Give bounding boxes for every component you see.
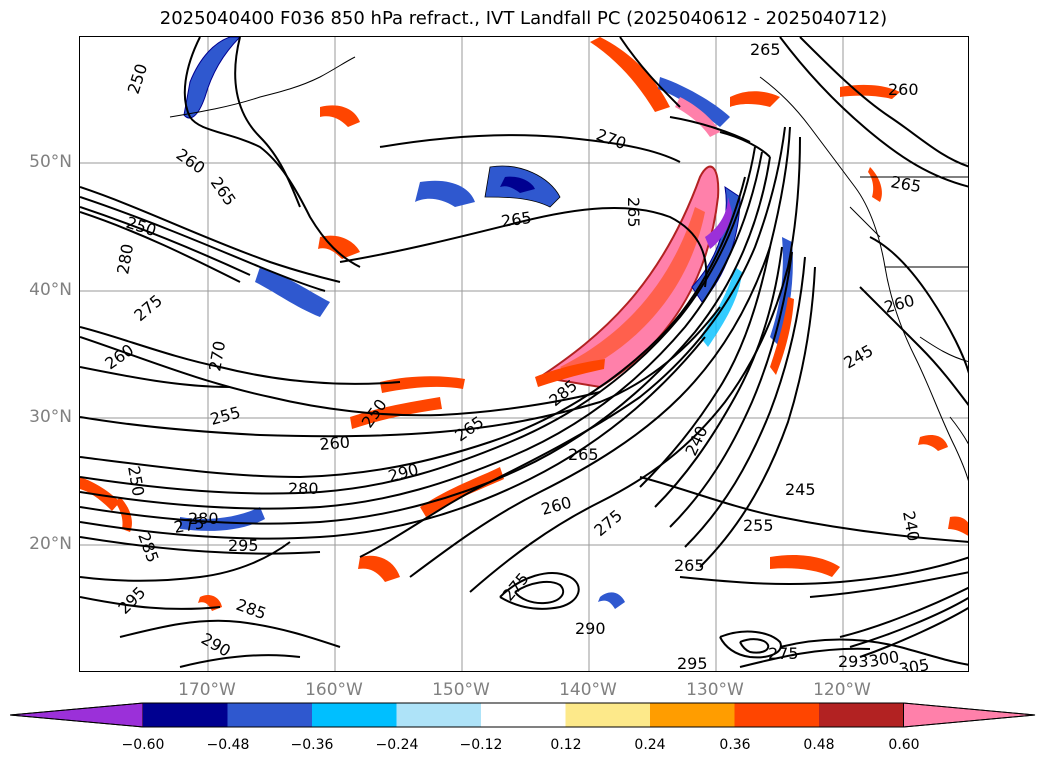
contour-label: 300 [867,647,900,671]
colorbar-extend-max [903,702,1036,728]
contour-label: 285 [134,530,162,565]
contour-label: 265 [624,197,643,228]
lat-label-30n: 30°N [29,407,72,427]
contour-label: 240 [681,423,711,459]
contour-label: 270 [594,125,629,153]
colorbar-segment [734,703,819,727]
contour-label: 290 [575,619,606,638]
contour-label: 285 [234,595,269,623]
contour-label: 260 [888,80,919,99]
contour-label: 245 [785,480,816,499]
contour-label: 265 [500,208,533,231]
colorbar [10,702,1036,728]
contour-label: 255 [743,516,774,535]
contour-label: 280 [288,479,319,498]
colorbar-segment [312,703,397,727]
colorbar-segment [396,703,481,727]
lon-label-160w: 160°W [305,680,363,700]
contour-label: 260 [101,340,137,373]
colorbar-tick-label: −0.36 [290,737,334,753]
contour-label: 250 [124,464,148,497]
map-title: 2025040400 F036 850 hPa refract., IVT La… [159,8,888,29]
lon-label-150w: 150°W [432,680,490,700]
contour-label: 295 [114,583,149,618]
contour-label: 293 [838,652,869,671]
contour-label: 295 [228,536,259,555]
contour-label: 265 [207,173,240,209]
lat-label-40n: 40°N [29,280,72,300]
colorbar-segment [565,703,650,727]
colorbar-tick-label: 0.60 [888,737,920,753]
contour-label: 290 [198,629,234,661]
contour-label: 275 [130,291,166,325]
coastline [169,56,968,482]
contour-label: 260 [882,291,916,317]
colorbar-segment [143,703,228,727]
lon-label-120w: 120°W [813,680,871,700]
contour-label: 275 [768,644,799,663]
contour-label: 265 [750,40,781,59]
colorbar-tick-label: 0.24 [634,737,666,753]
colorbar-tick-label: 0.12 [550,737,582,753]
lon-label-170w: 170°W [178,680,236,700]
shaded-fields [80,37,968,611]
colorbar-tick-label: −0.60 [121,737,165,753]
colorbar-tick-label: 0.36 [719,737,751,753]
colorbar-segment [650,703,735,727]
map-canvas: 250 260 265 250 280 275 260 270 255 250 … [80,37,968,672]
colorbar-tick-label: 0.48 [803,737,835,753]
contour-label: 275 [590,506,626,540]
colorbar-outline [10,702,1036,728]
contour-label: 260 [539,493,573,519]
contour-label: 240 [899,509,923,542]
contour-label: 265 [674,556,705,575]
colorbar-tick-label: −0.12 [459,737,503,753]
contour-lines [80,37,968,668]
contour-label: 250 [124,61,152,96]
colorbar-segment [481,703,566,727]
contour-label: 260 [319,432,351,454]
contour-label: 290 [386,460,420,486]
contour-label: 295 [677,654,708,672]
colorbar-segment [227,703,312,727]
lat-label-20n: 20°N [29,534,72,554]
contour-label: 280 [113,242,137,275]
contour-label: 265 [451,412,487,445]
contour-label: 255 [208,403,242,429]
contour-label: 305 [897,655,930,672]
contour-label: 250 [358,395,391,431]
contour-label: 275 [172,513,205,537]
contour-label: 265 [568,445,599,464]
map-panel: 250 260 265 250 280 275 260 270 255 250 … [79,36,969,672]
colorbar-segment [819,703,904,727]
contour-label: 265 [889,172,922,196]
lon-label-130w: 130°W [686,680,744,700]
contour-label: 245 [841,341,877,373]
lon-label-140w: 140°W [559,680,617,700]
contour-label: 250 [124,213,159,241]
lat-label-50n: 50°N [29,152,72,172]
colorbar-tick-label: −0.24 [375,737,419,753]
colorbar-extend-min [10,702,144,728]
colorbar-tick-label: −0.48 [206,737,250,753]
contour-label: 260 [173,145,209,178]
contour-label: 280 [188,509,219,528]
